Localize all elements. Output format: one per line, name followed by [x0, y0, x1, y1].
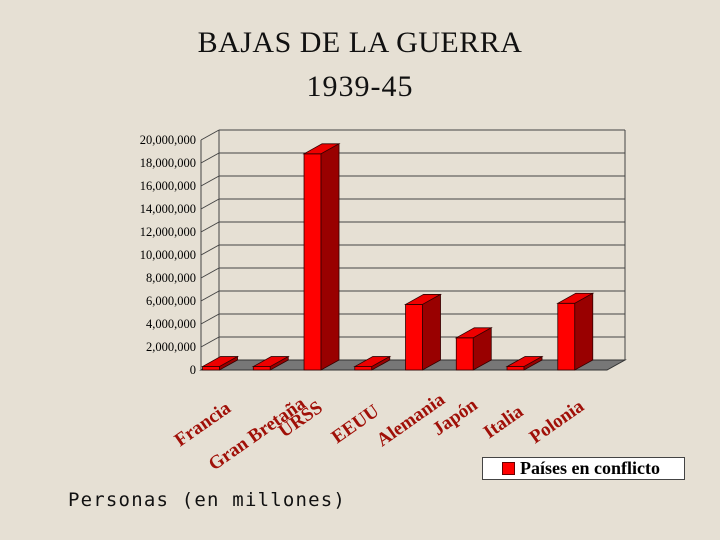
y-tick-label: 18,000,000: [140, 156, 196, 170]
bar: [202, 366, 220, 371]
gridline-side: [200, 313, 220, 325]
bar-side: [472, 327, 492, 371]
gridline-side: [200, 129, 220, 141]
bar-side: [574, 292, 594, 371]
y-tick-label: 20,000,000: [140, 133, 196, 147]
chart-subtitle: 1939-45: [306, 70, 414, 103]
x-tick-label: EEUU: [328, 400, 384, 448]
bar: [303, 153, 322, 371]
y-tick-label: 6,000,000: [146, 294, 196, 308]
bar-side: [523, 355, 543, 371]
x-tick-label: Polonia: [526, 395, 589, 448]
bar: [405, 304, 423, 371]
bar-side: [269, 355, 289, 371]
y-tick-label: 12,000,000: [140, 225, 196, 239]
y-tick-label: 0: [190, 363, 196, 377]
bar-side: [371, 355, 391, 371]
gridline-side: [200, 244, 220, 256]
x-tick-label: Italia: [480, 401, 528, 443]
gridline-side: [200, 336, 220, 348]
gridline-side: [200, 290, 220, 302]
chart-title: BAJAS DE LA GUERRA: [197, 26, 523, 59]
bar: [455, 337, 474, 371]
gridline-side: [200, 267, 220, 279]
y-tick-label: 8,000,000: [146, 271, 196, 285]
bar: [506, 366, 525, 371]
legend: Países en conflicto: [482, 457, 685, 480]
gridline-side: [200, 221, 220, 233]
gridline-side: [200, 198, 220, 210]
y-tick-label: 10,000,000: [140, 248, 196, 262]
legend-label: Países en conflicto: [520, 458, 660, 478]
bar: [557, 302, 576, 371]
gridline-side: [200, 152, 220, 164]
y-tick-label: 14,000,000: [140, 202, 196, 216]
y-tick-label: 2,000,000: [146, 340, 196, 354]
y-tick-label: 16,000,000: [140, 179, 196, 193]
legend-swatch: [502, 462, 515, 475]
bar-side: [320, 143, 340, 371]
bar-side: [422, 293, 441, 371]
bar: [354, 366, 373, 371]
bar: [252, 366, 271, 371]
bar-side: [219, 355, 238, 371]
gridline-side: [200, 175, 220, 187]
footnote: Personas (en millones): [68, 489, 347, 511]
y-tick-label: 4,000,000: [146, 317, 196, 331]
